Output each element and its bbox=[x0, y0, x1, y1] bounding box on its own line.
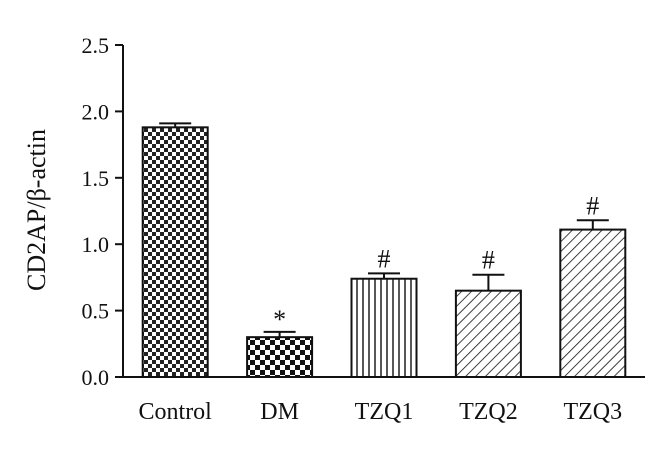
y-tick-label: 0.5 bbox=[82, 299, 110, 324]
bar-tzq1 bbox=[350, 277, 418, 378]
x-tick-label: DM bbox=[260, 399, 299, 425]
significance-marker: # bbox=[378, 244, 391, 273]
significance-marker: # bbox=[482, 246, 495, 275]
labels: 0.0 0.5 1.0 1.5 2.0 2.5 Control * DM # TZQ1 # TZQ2 # T… bbox=[82, 33, 623, 425]
x-tick-label: TZQ2 bbox=[459, 399, 518, 425]
y-tick-label: 1.0 bbox=[82, 232, 110, 257]
bars bbox=[141, 122, 627, 379]
significance-marker: * bbox=[273, 305, 286, 334]
y-tick-label: 0.0 bbox=[82, 365, 110, 390]
y-tick-label: 2.0 bbox=[82, 99, 110, 124]
bar-dm bbox=[246, 336, 314, 379]
y-axis-label: CD2AP/β-actin bbox=[22, 129, 51, 291]
bar-control bbox=[141, 126, 209, 378]
x-tick-label: TZQ3 bbox=[563, 399, 622, 425]
y-tick-label: 2.5 bbox=[82, 33, 110, 58]
y-tick-label: 1.5 bbox=[82, 166, 110, 191]
significance-marker: # bbox=[586, 191, 599, 220]
x-tick-label: Control bbox=[139, 399, 213, 425]
bar-tzq2 bbox=[454, 289, 522, 378]
x-tick-label: TZQ1 bbox=[355, 399, 414, 425]
bar-tzq3 bbox=[559, 228, 627, 378]
